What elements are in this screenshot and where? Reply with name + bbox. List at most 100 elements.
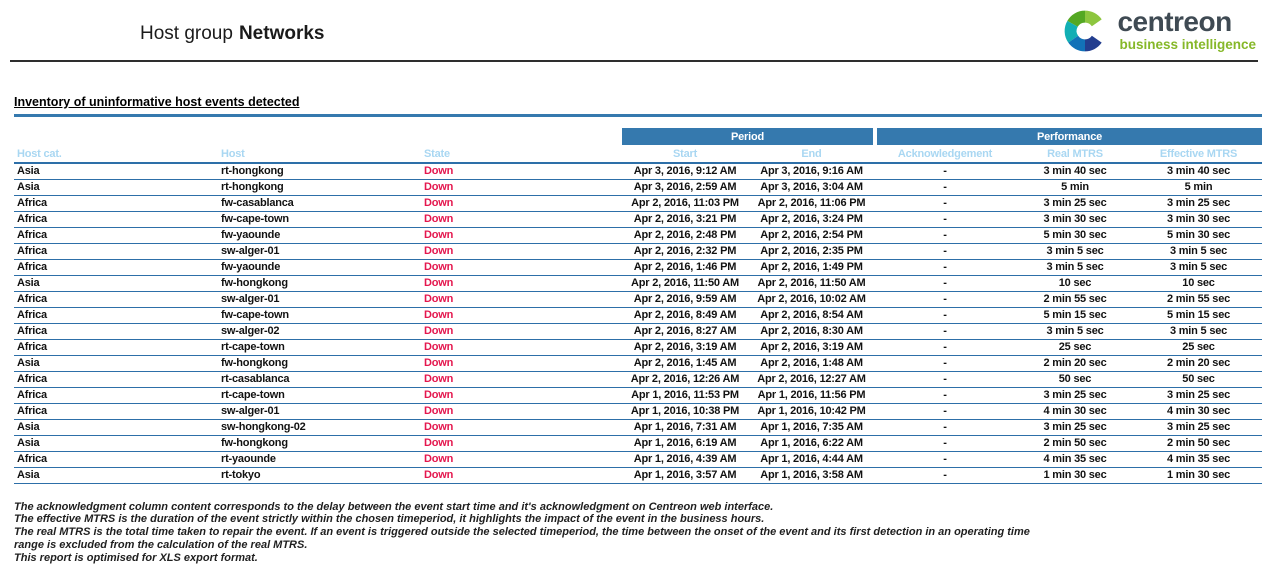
table-row: Africa sw-alger-01 Down Apr 1, 2016, 10:… [14,403,1263,419]
cell-effective-mtrs: 5 min 30 sec [1167,229,1231,241]
brand-tagline: business intelligence [1119,37,1256,52]
cell-acknowledgement: - [943,389,947,401]
cell-end: Apr 2, 2016, 11:50 AM [757,277,866,289]
cell-state: Down [424,261,454,273]
cell-acknowledgement: - [943,325,947,337]
cell-host: rt-tokyo [221,469,261,481]
table-row: Asia rt-hongkong Down Apr 3, 2016, 2:59 … [14,179,1263,195]
cell-end: Apr 1, 2016, 3:58 AM [760,469,863,481]
cell-start: Apr 2, 2016, 3:21 PM [633,213,737,225]
section-title: Inventory of uninformative host events d… [14,95,300,109]
cell-acknowledgement: - [943,261,947,273]
table-row: Asia sw-hongkong-02 Down Apr 1, 2016, 7:… [14,419,1263,435]
cell-real-mtrs: 5 min 15 sec [1043,309,1107,321]
cell-start: Apr 1, 2016, 6:19 AM [633,437,737,449]
table-row: Asia rt-tokyo Down Apr 1, 2016, 3:57 AM … [14,467,1263,483]
footnote-line: The real MTRS is the total time taken to… [14,526,1030,539]
cell-host: fw-yaounde [221,261,281,273]
cell-start: Apr 2, 2016, 2:48 PM [633,229,737,241]
table-row: Africa sw-alger-01 Down Apr 2, 2016, 2:3… [14,243,1263,259]
table-row: Africa rt-cape-town Down Apr 2, 2016, 3:… [14,339,1263,355]
table-row: Africa fw-yaounde Down Apr 2, 2016, 1:46… [14,259,1263,275]
cell-real-mtrs: 2 min 55 sec [1043,293,1107,305]
col-header-start: Start [672,147,698,160]
col-header-effective-mtrs: Effective MTRS [1159,147,1238,160]
cell-host: fw-cape-town [221,309,289,321]
cell-start: Apr 2, 2016, 12:26 AM [630,373,740,385]
cell-host-category: Africa [17,309,47,321]
cell-start: Apr 2, 2016, 1:46 PM [633,261,737,273]
cell-acknowledgement: - [943,213,947,225]
cell-end: Apr 2, 2016, 12:27 AM [757,373,866,385]
cell-start: Apr 2, 2016, 3:19 AM [633,341,737,353]
cell-state: Down [424,197,454,209]
cell-end: Apr 2, 2016, 2:35 PM [760,245,863,257]
cell-host: sw-alger-02 [221,325,280,337]
cell-acknowledgement: - [943,245,947,257]
cell-state: Down [424,309,454,321]
cell-state: Down [424,405,454,417]
cell-host: fw-hongkong [221,357,288,369]
table-row: Asia fw-hongkong Down Apr 1, 2016, 6:19 … [14,435,1263,451]
cell-host: fw-hongkong [221,277,288,289]
cell-real-mtrs: 50 sec [1058,373,1092,385]
cell-effective-mtrs: 3 min 25 sec [1167,421,1231,433]
cell-host-category: Africa [17,389,47,401]
table-row: Africa rt-cape-town Down Apr 1, 2016, 11… [14,387,1263,403]
cell-real-mtrs: 4 min 30 sec [1043,405,1107,417]
col-header-state: State [424,147,450,160]
cell-host-category: Africa [17,325,47,337]
centreon-logo: centreon business intelligence [1062,8,1256,54]
cell-state: Down [424,421,454,433]
cell-effective-mtrs: 4 min 35 sec [1167,453,1231,465]
section-accent-bar [14,114,1262,117]
cell-effective-mtrs: 10 sec [1182,277,1215,289]
cell-real-mtrs: 3 min 30 sec [1043,213,1107,225]
cell-host-category: Asia [17,357,40,369]
cell-state: Down [424,165,454,178]
table-body: Asia rt-hongkong Down Apr 3, 2016, 9:12 … [14,163,1263,483]
cell-start: Apr 2, 2016, 9:59 AM [633,293,737,305]
cell-host: rt-cape-town [221,389,285,401]
cell-host-category: Africa [17,197,47,209]
cell-acknowledgement: - [943,357,947,369]
cell-host: fw-yaounde [221,229,281,241]
cell-state: Down [424,389,454,401]
cell-acknowledgement: - [943,293,947,305]
table-row: Asia fw-hongkong Down Apr 2, 2016, 1:45 … [14,355,1263,371]
cell-effective-mtrs: 25 sec [1182,341,1215,353]
cell-start: Apr 2, 2016, 11:50 AM [631,277,739,289]
cell-state: Down [424,213,454,225]
cell-host: fw-hongkong [221,437,288,449]
table-row: Africa rt-yaounde Down Apr 1, 2016, 4:39… [14,451,1263,467]
page-title: Host group Networks [140,23,324,45]
cell-acknowledgement: - [943,229,947,241]
group-header-period: Period [622,128,875,145]
table-row: Africa fw-yaounde Down Apr 2, 2016, 2:48… [14,227,1263,243]
cell-start: Apr 1, 2016, 10:38 PM [630,405,740,417]
cell-real-mtrs: 3 min 25 sec [1043,197,1107,209]
cell-state: Down [424,373,454,385]
cell-effective-mtrs: 5 min 15 sec [1167,309,1231,321]
cell-real-mtrs: 3 min 40 sec [1043,165,1107,178]
cell-end: Apr 1, 2016, 11:56 PM [757,389,866,401]
cell-end: Apr 1, 2016, 4:44 AM [760,453,863,465]
page-title-hostgroup: Networks [238,23,325,44]
cell-acknowledgement: - [943,405,947,417]
cell-host-category: Asia [17,165,40,178]
cell-real-mtrs: 2 min 50 sec [1043,437,1107,449]
table-row: Africa rt-casablanca Down Apr 2, 2016, 1… [14,371,1263,387]
table-row: Africa fw-cape-town Down Apr 2, 2016, 3:… [14,211,1263,227]
cell-effective-mtrs: 50 sec [1182,373,1215,385]
cell-start: Apr 1, 2016, 11:53 PM [631,389,739,401]
cell-acknowledgement: - [943,373,947,385]
cell-real-mtrs: 5 min 30 sec [1043,229,1107,241]
cell-host: sw-alger-01 [221,245,280,257]
cell-state: Down [424,229,454,241]
cell-acknowledgement: - [943,165,947,178]
cell-acknowledgement: - [943,437,947,449]
cell-host-category: Africa [17,245,47,257]
cell-host: rt-hongkong [221,181,284,193]
cell-host: sw-alger-01 [221,405,280,417]
cell-start: Apr 2, 2016, 8:27 AM [633,325,737,337]
